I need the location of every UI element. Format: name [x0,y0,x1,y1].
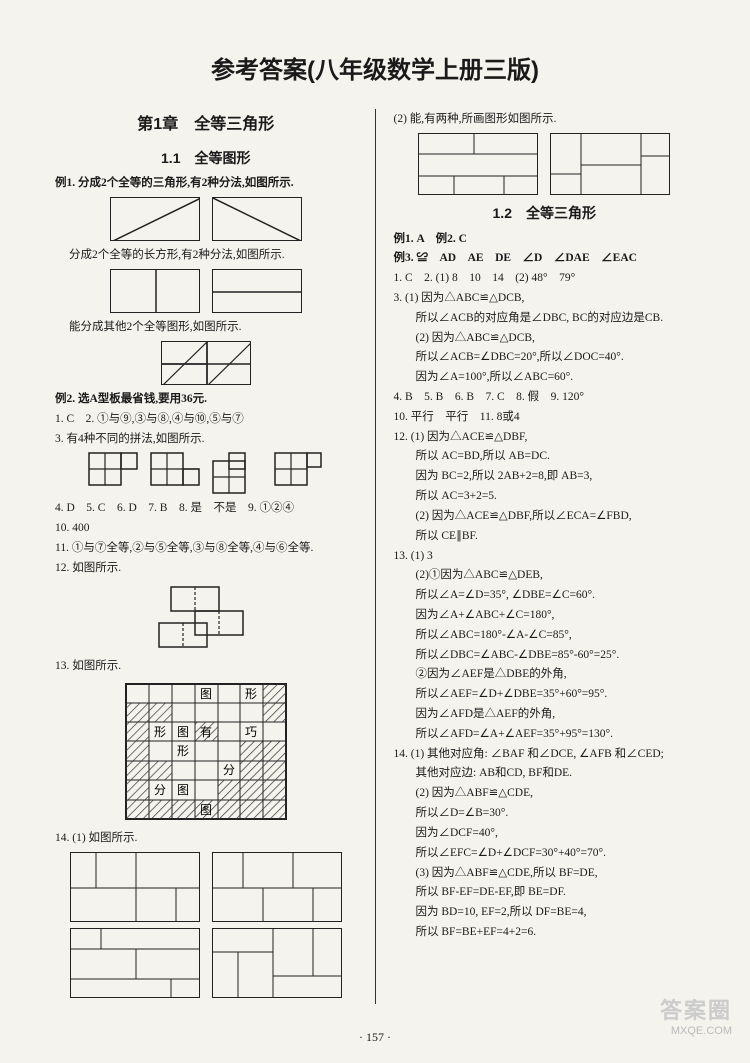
svg-text:形: 形 [245,687,257,701]
shape-c [212,452,262,494]
watermark: 答案圈 MXQE.COM [660,993,732,1037]
svg-text:图: 图 [200,687,212,701]
r-13f: 所以∠DBC=∠ABC-∠DBE=85°-60°=25°. [394,647,696,665]
svg-text:形: 形 [154,725,166,739]
r-ex3: 例3. ≌ AD AE DE ∠D ∠DAE ∠EAC [394,250,696,268]
r-12f: 所以 CE∥BF. [394,528,696,546]
r-12a: 12. (1) 因为△ACE≌△DBF, [394,429,696,447]
fig13-grid: 图形 形图有 巧形 分分 图图 [121,679,291,824]
r-14c: (2) 因为△ABF≌△CDE, [394,785,696,803]
column-divider [375,109,376,1004]
svg-text:分: 分 [223,763,235,777]
r-14f: 所以∠EFC=∠D+∠DCF=30°+40°=70°. [394,845,696,863]
chapter-heading: 第1章 全等三角形 [55,113,357,138]
answer-10: 10. 400 [55,520,357,538]
svg-text:图: 图 [200,803,212,817]
r-1: 1. C 2. (1) 8 10 14 (2) 48° 79° [394,270,696,288]
right-column: (2) 能,有两种,所画图形如图所示. 1.2 全等三角形 例1. A 例2. … [394,109,696,1004]
answer-4-9: 4. D 5. C 6. D 7. B 8. 是 不是 9. ①②④ [55,500,357,518]
page-number: · 157 · [0,1030,750,1045]
answer-13: 13. 如图所示. [55,658,357,676]
r-13i: 因为∠AFD是△AEF的外角, [394,706,696,724]
r-14i: 因为 BD=10, EF=2,所以 DF=BE=4, [394,904,696,922]
example-1b-text: 分成2个全等的长方形,有2种分法,如图所示. [55,247,357,265]
r-13g: ②因为∠AEF是△DBE的外角, [394,666,696,684]
fig14c [70,928,200,998]
left-column: 第1章 全等三角形 1.1 全等图形 例1. 分成2个全等的三角形,有2种分法,… [55,109,357,1004]
r-13e: 所以∠ABC=180°-∠A-∠C=85°, [394,627,696,645]
figure-row-triangles [55,197,357,241]
figure-12 [55,582,357,652]
shape-b [150,452,200,486]
rect-diag-1 [110,197,200,241]
figure-14-top [55,852,357,922]
rect-diag-2 [212,197,302,241]
r-10: 10. 平行 平行 11. 8或4 [394,409,696,427]
r-13a: 13. (1) 3 [394,548,696,566]
r-14a: 14. (1) 其他对应角: ∠BAF 和∠DCE, ∠AFB 和∠CED; [394,746,696,764]
r-14j: 所以 BF=BE+EF=4+2=6. [394,924,696,942]
svg-text:图: 图 [177,783,189,797]
r-3b: 所以∠ACB的对应角是∠DBC, BC的对应边是CB. [394,310,696,328]
r-14d: 所以∠D=∠B=30°. [394,805,696,823]
svg-text:有: 有 [200,725,212,739]
r-13d: 因为∠A+∠ABC+∠C=180°, [394,607,696,625]
r-4: 4. B 5. B 6. B 7. C 8. 假 9. 120° [394,389,696,407]
svg-text:巧: 巧 [245,725,257,739]
r-12c: 因为 BC=2,所以 2AB+2=8,即 AB=3, [394,468,696,486]
r-14g: (3) 因为△ABF≌△CDE,所以 BF=DE, [394,865,696,883]
figure-14-bottom [55,928,357,998]
figure-row-rects [55,269,357,313]
example-2-text: 例2. 选A型板最省钱,要用36元. [55,391,357,409]
example-1-text: 例1. 分成2个全等的三角形,有2种分法,如图所示. [55,175,357,193]
figure-row-other [55,341,357,385]
r-14h: 所以 BF-EF=DE-EF,即 BE=DF. [394,884,696,902]
r-3e: 因为∠A=100°,所以∠ABC=60°. [394,369,696,387]
r-13h: 所以∠AEF=∠D+∠DBE=35°+60°=95°. [394,686,696,704]
figr2b [550,133,670,195]
answer-3: 3. 有4种不同的拼法,如图所示. [55,431,357,449]
r-14b: 其他对应边: AB和CD, BF和DE. [394,765,696,783]
svg-text:形: 形 [177,744,189,758]
r-12e: (2) 因为△ACE≌△DBF,所以∠ECA=∠FBD, [394,508,696,526]
shape-a [88,452,138,486]
r-ex1: 例1. A 例2. C [394,231,696,249]
r-13b: (2)①因为△ABC≌△DEB, [394,567,696,585]
r-14e: 因为∠DCF=40°, [394,825,696,843]
fig14d [212,928,342,998]
section-1-2: 1.2 全等三角形 [394,203,696,225]
rect-split-h [212,269,302,313]
fig12-svg [141,582,271,652]
answer-12: 12. 如图所示. [55,560,357,578]
r-3a: 3. (1) 因为△ABC≌△DCB, [394,290,696,308]
example-1c-text: 能分成其他2个全等图形,如图所示. [55,319,357,337]
figr2a [418,133,538,195]
shape-d [274,452,324,494]
rect-split-v [110,269,200,313]
r-line-2: (2) 能,有两种,所画图形如图所示. [394,111,696,129]
svg-text:分: 分 [154,783,166,797]
answer-14: 14. (1) 如图所示. [55,830,357,848]
answer-11: 11. ①与⑦全等,②与⑤全等,③与⑧全等,④与⑥全等. [55,540,357,558]
rect-step-split [161,341,251,385]
page-title: 参考答案(八年级数学上册三版) [55,50,695,85]
svg-text:图: 图 [177,725,189,739]
fig14a [70,852,200,922]
r-3d: 所以∠ACB=∠DBC=20°,所以∠DOC=40°. [394,349,696,367]
section-1-1: 1.1 全等图形 [55,148,357,170]
figure-row-4shapes [55,452,357,494]
watermark-small: MXQE.COM [660,1025,732,1037]
figure-13: 图形 形图有 巧形 分分 图图 [55,679,357,824]
r-12b: 所以 AC=BD,所以 AB=DC. [394,448,696,466]
r-3c: (2) 因为△ABC≌△DCB, [394,330,696,348]
figure-r2 [394,133,696,195]
answer-1-2: 1. C 2. ①与⑨,③与⑧,④与⑩,⑤与⑦ [55,411,357,429]
watermark-big: 答案圈 [660,993,732,1025]
r-13c: 所以∠A=∠D=35°, ∠DBE=∠C=60°. [394,587,696,605]
fig14b [212,852,342,922]
r-13j: 所以∠AFD=∠A+∠AEF=35°+95°=130°. [394,726,696,744]
r-12d: 所以 AC=3+2=5. [394,488,696,506]
two-column-body: 第1章 全等三角形 1.1 全等图形 例1. 分成2个全等的三角形,有2种分法,… [55,109,695,1004]
